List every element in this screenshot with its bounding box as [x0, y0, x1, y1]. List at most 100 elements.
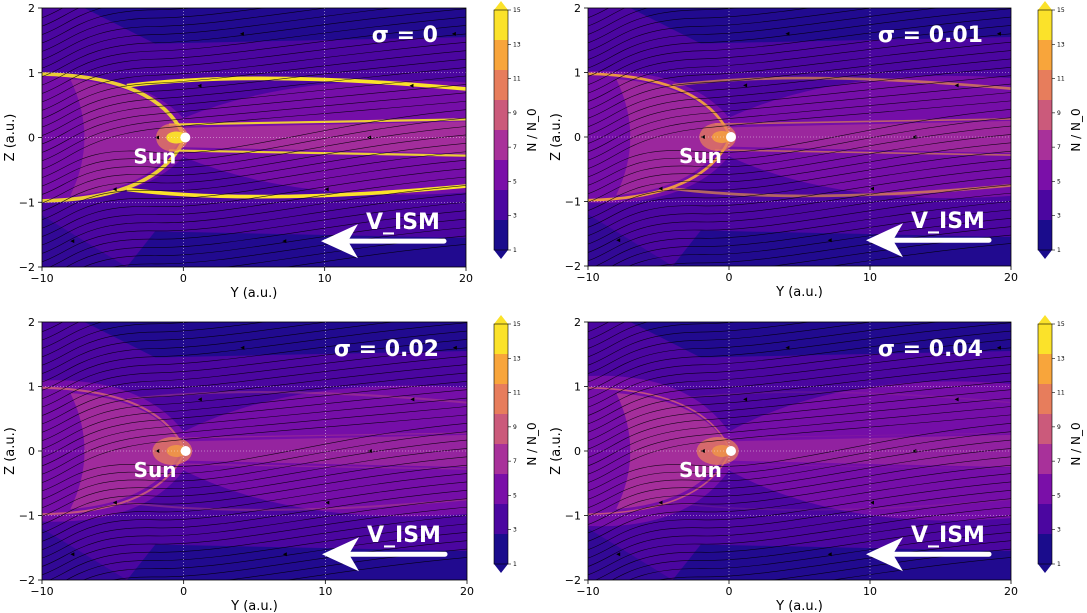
streamline [588, 322, 812, 366]
streamline [82, 531, 467, 580]
colorbar-tick-label: 9 [1057, 110, 1061, 117]
streamline [595, 515, 1011, 580]
streamline [588, 83, 1011, 153]
x-tick-label: 0 [726, 271, 733, 284]
colorbar-segment [1038, 534, 1052, 564]
low-density-corner [42, 528, 127, 580]
density-field [42, 322, 467, 580]
colorbar-segment [494, 190, 508, 220]
colorbar-segment [1038, 474, 1052, 504]
colorbar-extend-top [1038, 1, 1052, 10]
colorbar-segment [1038, 324, 1052, 354]
colorbar-tick-label: 13 [1057, 41, 1065, 48]
streamline [588, 50, 1011, 119]
panel-title: σ = 0.01 [878, 23, 983, 48]
x-tick-label: 10 [318, 585, 332, 598]
flow-arrowhead [70, 552, 75, 557]
streamline [588, 322, 874, 374]
caustic-wake-upper [714, 432, 1011, 439]
colorbar-frame [493, 9, 509, 251]
streamline [42, 50, 466, 120]
core-peak [711, 131, 732, 143]
caustic-upper-downstream [126, 76, 466, 91]
caustic-upper-downstream [672, 76, 1011, 90]
colorbar-label: N / N_0 [525, 422, 539, 465]
streamline [82, 218, 466, 267]
flow-arrowhead [658, 500, 663, 505]
streamline [830, 557, 1011, 580]
streamline [588, 372, 1011, 441]
colorbar-segment [494, 354, 508, 384]
x-tick-label: 20 [1004, 271, 1018, 284]
flow-arrowhead [616, 238, 621, 243]
flow-arrowhead [996, 31, 1001, 36]
colorbar-extend-top [494, 315, 508, 324]
colorbar-tick-label: 13 [513, 355, 521, 362]
streamline [588, 456, 1011, 525]
colorbar-segment [1038, 444, 1052, 474]
panel-title: σ = 0.04 [878, 337, 983, 362]
streamline [42, 406, 467, 475]
streamline [588, 8, 741, 44]
sun-marker [726, 446, 736, 456]
caustic-upper-upstream [42, 386, 185, 449]
streamline [42, 109, 466, 178]
streamline [285, 557, 467, 580]
y-tick-label: 1 [28, 381, 35, 394]
streamline [42, 322, 329, 374]
streamline [42, 58, 466, 128]
y-tick-label: 2 [28, 316, 35, 329]
x-axis-label: Y (a.u.) [230, 599, 278, 613]
streamline [588, 117, 1011, 186]
colorbar-tick-label: 3 [513, 213, 517, 220]
colorbar-tick-label: 1 [513, 247, 517, 254]
streamline [588, 330, 1011, 400]
caustic-upper-downstream [126, 391, 467, 404]
y-tick-label: 1 [574, 67, 581, 80]
caustic-lower-upstream [588, 453, 730, 515]
colorbar-extend-top [494, 1, 508, 10]
y-tick-label: 0 [574, 131, 581, 144]
v-ism-arrowhead [321, 224, 358, 259]
streamline [42, 372, 467, 441]
flow-arrowhead [785, 345, 790, 350]
colorbar-segment [494, 130, 508, 160]
streamline [588, 397, 1011, 467]
streamline [588, 481, 1011, 550]
streamline [595, 201, 1011, 266]
flow-arrowhead [324, 187, 329, 192]
y-axis-label: Z (a.u.) [3, 427, 18, 475]
colorbar-tick-label: 13 [1057, 355, 1065, 362]
streamline [42, 33, 466, 103]
streamline [611, 523, 1011, 580]
flow-arrowhead [409, 83, 414, 88]
colorbar-segment [1038, 504, 1052, 534]
y-tick-label: 0 [574, 445, 581, 458]
colorbar-segment [494, 534, 508, 564]
streamline [42, 397, 467, 467]
streamlines [42, 8, 466, 267]
v-ism-arrowhead [866, 537, 903, 572]
y-tick-label: −2 [19, 574, 35, 587]
streamline [42, 322, 80, 341]
colorbar-label: N / N_0 [1069, 108, 1083, 151]
flow-arrowhead [239, 31, 244, 36]
y-tick-label: −2 [19, 261, 35, 274]
low-density-corner [42, 215, 127, 267]
streamline [588, 8, 812, 52]
streamline [49, 201, 466, 267]
streamline [588, 473, 1011, 542]
colorbar-tick-label: 3 [1057, 527, 1061, 534]
streamline [42, 322, 267, 366]
streamline [588, 439, 1011, 509]
streamline [42, 8, 195, 44]
colorbar-segment [1038, 384, 1052, 414]
streamline [42, 185, 466, 254]
streamline [588, 75, 1011, 144]
x-tick-label: 0 [726, 585, 733, 598]
streamline [42, 159, 466, 229]
flow-arrowhead [197, 83, 202, 88]
caustic-wake-upper [169, 432, 467, 439]
